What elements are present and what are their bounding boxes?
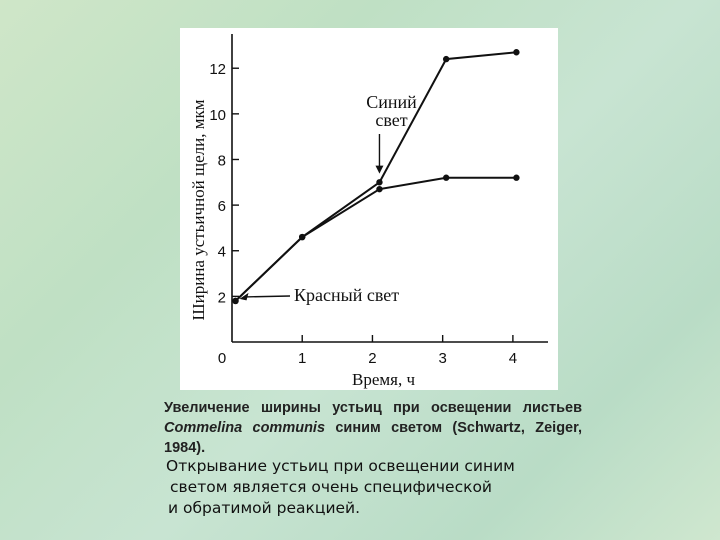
caption-text-end: синим светом (Schwartz, Zeiger, 1984). bbox=[164, 420, 582, 456]
y-tick-label-2: 2 bbox=[218, 289, 226, 306]
series-1-point-3 bbox=[442, 55, 450, 63]
series-0-point-4 bbox=[513, 174, 520, 181]
annotation-blue-line-2: свет bbox=[375, 110, 407, 130]
explanatory-note: Открывание устьиц при освещении синим св… bbox=[166, 456, 586, 519]
chart-series bbox=[232, 49, 520, 305]
note-line-3: и обратимой реакцией. bbox=[168, 499, 361, 517]
caption-text-start: Увеличение ширины устьиц при освещении л… bbox=[164, 400, 582, 416]
annotation-red-arrow-head bbox=[239, 292, 249, 301]
annotation-red-arrow-shaft bbox=[245, 295, 291, 298]
x-tick-label-0: 0 bbox=[218, 350, 226, 367]
annotation-blue-arrow-head bbox=[375, 165, 384, 174]
annotation-blue-line-1: Синий bbox=[366, 92, 417, 112]
y-tick-label-10: 10 bbox=[209, 107, 226, 124]
annotation-red-label: Красный свет bbox=[294, 285, 399, 305]
note-line-1: Открывание устьиц при освещении синим bbox=[166, 457, 515, 475]
y-tick-label-8: 8 bbox=[218, 152, 226, 169]
chart-panel: 2 4 6 8 10 12 0 1 2 3 4 Синий свет Красный свет Шири… bbox=[180, 28, 558, 390]
y-tick-label-12: 12 bbox=[209, 61, 226, 78]
x-tick-label-4: 4 bbox=[509, 350, 517, 367]
x-axis-label: Время, ч bbox=[352, 370, 415, 389]
caption-species: Commelina communis bbox=[164, 420, 326, 436]
x-tick-label-1: 1 bbox=[298, 350, 306, 367]
series-line-1 bbox=[234, 51, 517, 302]
y-axis-label: Ширина устьичной щели, мкм bbox=[189, 99, 208, 320]
series-1-point-1 bbox=[299, 233, 306, 241]
x-tick-label-2: 2 bbox=[368, 350, 376, 367]
x-tick-label-3: 3 bbox=[438, 350, 446, 367]
series-0-point-3 bbox=[442, 174, 450, 181]
y-tick-label-4: 4 bbox=[218, 244, 226, 261]
figure-caption: Увеличение ширины устьиц при освещении л… bbox=[164, 398, 582, 458]
series-line-0 bbox=[234, 176, 517, 302]
series-0-point-2 bbox=[376, 185, 383, 193]
series-1-point-0 bbox=[232, 297, 239, 305]
note-line-2: светом является очень специфической bbox=[170, 478, 493, 496]
chart-axes bbox=[231, 34, 548, 343]
series-1-point-4 bbox=[513, 49, 520, 56]
y-tick-label-6: 6 bbox=[218, 198, 226, 215]
series-1-point-2 bbox=[376, 179, 383, 186]
